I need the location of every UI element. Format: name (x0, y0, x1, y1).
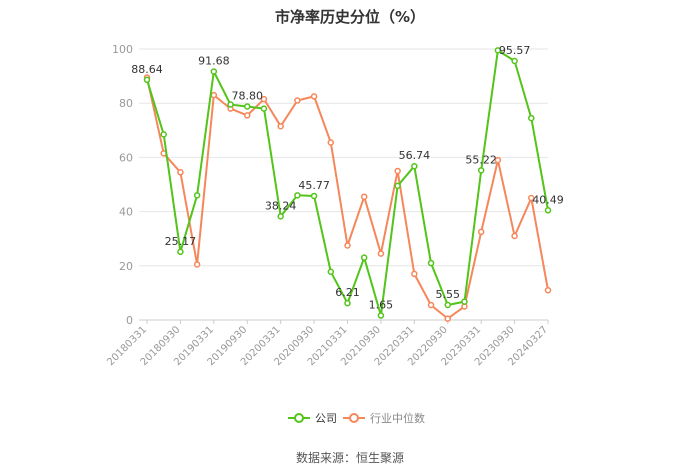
data-label: 55.22 (465, 153, 497, 166)
data-label: 38.24 (265, 199, 297, 212)
data-point-industry (310, 93, 318, 100)
data-point-company (327, 268, 335, 276)
data-point-industry (260, 95, 268, 103)
data-label: 56.74 (399, 149, 431, 162)
data-label: 78.80 (232, 89, 264, 102)
data-point-industry (294, 97, 301, 104)
data-point-company (360, 254, 368, 261)
data-point-company (394, 182, 401, 190)
data-point-industry (177, 169, 184, 176)
data-label: 6.21 (335, 286, 360, 299)
y-tick-label: 60 (119, 151, 133, 164)
data-label: 25.17 (165, 235, 197, 248)
data-point-industry (244, 112, 251, 119)
data-point-company (461, 298, 468, 305)
legend-item-industry[interactable]: 行业中位数 (343, 410, 425, 426)
legend-company-marker (288, 413, 310, 423)
legend-item-company[interactable]: 公司 (288, 410, 337, 426)
data-point-company (411, 162, 418, 170)
data-point-company (277, 213, 284, 220)
legend-industry-label: 行业中位数 (370, 412, 425, 425)
data-point-industry (193, 261, 201, 268)
data-point-industry (360, 193, 368, 200)
data-point-industry (427, 301, 435, 309)
legend-industry-marker (343, 413, 365, 423)
data-point-industry (377, 250, 385, 257)
data-point-industry (511, 232, 518, 240)
data-point-company (244, 103, 251, 110)
data-point-industry (411, 270, 418, 278)
y-tick-label: 40 (119, 206, 133, 219)
data-point-company (344, 299, 351, 307)
data-point-company (177, 248, 184, 256)
data-point-industry (394, 167, 401, 175)
data-point-company (143, 76, 151, 84)
data-label: 40.49 (532, 193, 564, 206)
data-point-industry (344, 242, 351, 249)
data-label: 88.64 (131, 63, 163, 76)
data-point-company (210, 68, 218, 75)
y-tick-label: 20 (119, 260, 133, 273)
data-point-company (477, 167, 485, 174)
data-point-company (528, 114, 535, 122)
data-point-company (294, 192, 301, 199)
data-point-industry (528, 194, 535, 202)
data-label: 5.55 (436, 288, 461, 301)
legend-company-label: 公司 (315, 412, 337, 425)
y-tick-label: 100 (112, 43, 133, 56)
data-point-company (310, 192, 318, 200)
data-point-industry (444, 315, 451, 322)
data-label: 95.57 (499, 44, 531, 57)
data-point-company (444, 301, 451, 309)
data-point-company (160, 131, 167, 138)
chart-title: 市净率历史分位（%） (274, 8, 426, 26)
data-point-industry (327, 139, 335, 146)
data-point-industry (210, 91, 218, 99)
data-point-industry (494, 156, 502, 164)
data-label: 45.77 (298, 179, 330, 192)
data-point-company (227, 101, 234, 108)
data-point-company (377, 312, 385, 319)
data-point-company (494, 47, 502, 54)
y-tick-label: 80 (119, 97, 133, 110)
data-point-company (427, 259, 435, 267)
series-line-company (146, 49, 549, 317)
data-source: 数据来源：恒生聚源 (295, 451, 404, 465)
data-label: 1.65 (369, 299, 394, 312)
data-point-industry (544, 286, 552, 294)
data-point-company (260, 105, 268, 112)
data-label: 91.68 (198, 55, 230, 68)
data-point-company (511, 57, 518, 65)
y-tick-label: 0 (126, 314, 133, 327)
data-point-industry (277, 122, 284, 130)
data-point-company (544, 207, 552, 214)
data-point-company (193, 192, 201, 199)
data-point-industry (477, 228, 485, 236)
